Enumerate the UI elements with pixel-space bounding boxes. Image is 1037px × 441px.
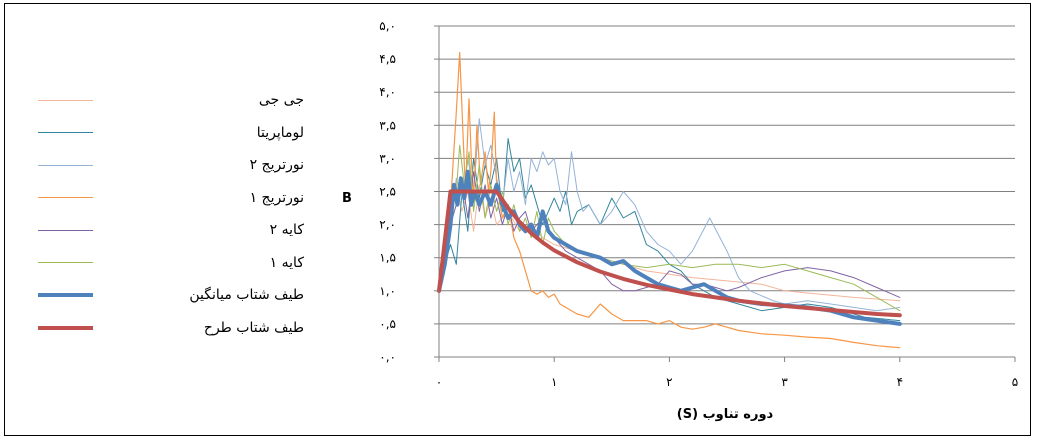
legend-swatch bbox=[38, 132, 93, 133]
legend-label: کایه ۱ bbox=[99, 251, 304, 275]
legend-item: طیف شتاب طرح bbox=[35, 316, 305, 340]
legend-item: نورتریج ۱ bbox=[35, 186, 305, 210]
y-tick-label: ۱,۰ bbox=[379, 284, 396, 298]
y-tick-label: ۲,۰ bbox=[379, 218, 396, 232]
legend-label: نورتریج ۱ bbox=[99, 186, 304, 210]
y-tick-label: ۴,۰ bbox=[379, 85, 396, 99]
series-line-3 bbox=[439, 53, 900, 348]
x-tick-label: ۳ bbox=[781, 375, 788, 389]
legend-swatch bbox=[38, 197, 93, 198]
x-tick-label: ۱ bbox=[551, 375, 557, 389]
legend-item: کایه ۲ bbox=[35, 218, 305, 242]
legend-item: طیف شتاب میانگین bbox=[35, 283, 305, 307]
y-tick-label: ۲,۵ bbox=[379, 185, 396, 199]
legend-swatch bbox=[38, 326, 93, 330]
series-line-4 bbox=[439, 172, 900, 298]
legend-swatch bbox=[38, 262, 93, 263]
y-tick-label: ۳,۰ bbox=[379, 151, 396, 165]
x-tick-label: ۵ bbox=[1012, 375, 1018, 389]
y-tick-label: ۴,۵ bbox=[379, 52, 396, 66]
series-line-6 bbox=[439, 172, 900, 324]
legend-label: لوماپریتا bbox=[99, 121, 304, 145]
y-tick-label: ۰,۰ bbox=[379, 350, 396, 364]
x-tick-label: ۲ bbox=[666, 375, 672, 389]
y-tick-label: ۳,۵ bbox=[379, 118, 396, 132]
legend-item: کایه ۱ bbox=[35, 251, 305, 275]
legend-label: کایه ۲ bbox=[99, 218, 304, 242]
chart-frame: ۰,۰ ۰,۵ ۱,۰ ۱,۵ ۲,۰ ۲,۵ ۳,۰ ۳,۵ ۴,۰ ۴,۵ ۵,۰ ۰ ۱ ۲ ۳ ۴ ۵ … bbox=[4, 3, 1031, 436]
y-axis-title: B bbox=[342, 191, 352, 206]
series-line-0 bbox=[439, 185, 900, 301]
legend-swatch bbox=[38, 165, 93, 166]
grid-layer bbox=[439, 26, 1015, 324]
legend-swatch bbox=[38, 293, 93, 297]
tick-layer: ۰,۰ ۰,۵ ۱,۰ ۱,۵ ۲,۰ ۲,۵ ۳,۰ ۳,۵ ۴,۰ ۴,۵ ۵,۰ ۰ ۱ ۲ ۳ ۴ ۵ bbox=[379, 19, 1018, 389]
legend-item: جی جی bbox=[35, 88, 305, 112]
legend-swatch bbox=[38, 230, 93, 231]
legend-item: لوماپریتا bbox=[35, 121, 305, 145]
x-tick-label: ۰ bbox=[436, 375, 442, 389]
x-tick-label: ۴ bbox=[897, 375, 903, 389]
legend-label: نورتریج ۲ bbox=[99, 153, 304, 177]
legend-label: جی جی bbox=[99, 88, 304, 112]
legend-label: طیف شتاب طرح bbox=[99, 316, 304, 340]
x-axis-title: (S) دوره تناوب bbox=[677, 407, 774, 422]
y-tick-label: ۰,۵ bbox=[379, 317, 396, 331]
legend-swatch bbox=[38, 100, 93, 101]
series-layer bbox=[439, 53, 900, 348]
legend-label: طیف شتاب میانگین bbox=[99, 283, 304, 307]
series-line-1 bbox=[439, 139, 900, 321]
y-tick-label: ۱,۵ bbox=[379, 251, 396, 265]
series-line-7 bbox=[439, 192, 900, 316]
y-tick-label: ۵,۰ bbox=[379, 19, 396, 33]
legend-item: نورتریج ۲ bbox=[35, 153, 305, 177]
